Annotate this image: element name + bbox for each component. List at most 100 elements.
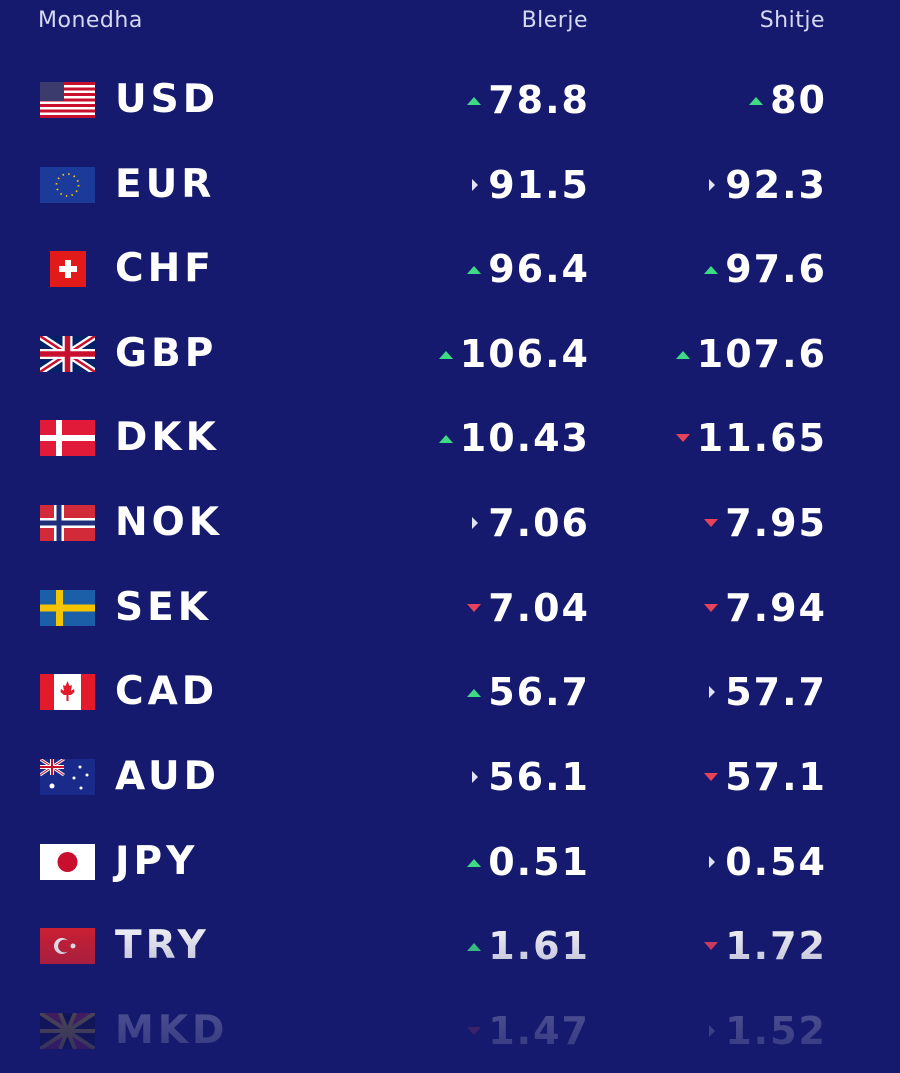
sell-rate: 57.7 bbox=[725, 670, 827, 714]
trend-arrow bbox=[472, 771, 479, 783]
row: CAD 56.7 57.7 bbox=[0, 650, 900, 734]
flag bbox=[40, 844, 95, 880]
trend-shape bbox=[467, 604, 482, 612]
buy-rate: 0.51 bbox=[488, 840, 590, 884]
trend-arrow bbox=[704, 519, 719, 527]
currency-code: JPY bbox=[115, 839, 199, 884]
trend-shape bbox=[675, 434, 690, 442]
buy-rate: 106.4 bbox=[459, 332, 590, 376]
currency-code: SEK bbox=[115, 585, 212, 630]
sell-rate: 7.94 bbox=[725, 586, 827, 630]
trend-shape bbox=[467, 689, 482, 697]
trend-shape bbox=[472, 771, 479, 783]
buy-cell: 56.1 bbox=[466, 735, 590, 819]
trend-shape bbox=[472, 179, 479, 191]
trend-arrow bbox=[709, 856, 716, 868]
trend-shape bbox=[704, 266, 719, 274]
sell-rate: 97.6 bbox=[725, 247, 827, 291]
flag bbox=[50, 251, 86, 287]
trend-arrow bbox=[467, 97, 482, 105]
sell-rate: 107.6 bbox=[696, 332, 827, 376]
currency-code: CHF bbox=[115, 246, 215, 291]
flag bbox=[40, 420, 95, 456]
trend-arrow bbox=[472, 517, 479, 529]
trend-shape bbox=[675, 351, 690, 359]
header-buy: Blerje bbox=[521, 8, 588, 33]
sell-cell: 57.1 bbox=[703, 735, 827, 819]
row: USD 78.8 80 bbox=[0, 58, 900, 142]
flag bbox=[40, 336, 95, 372]
trend-shape bbox=[467, 266, 482, 274]
trend-arrow bbox=[467, 604, 482, 612]
buy-rate: 7.06 bbox=[488, 501, 590, 545]
buy-rate: 78.8 bbox=[488, 78, 590, 122]
buy-cell: 7.04 bbox=[466, 566, 590, 650]
buy-rate: 96.4 bbox=[488, 247, 590, 291]
trend-arrow bbox=[704, 773, 719, 781]
trend-arrow bbox=[704, 604, 719, 612]
trend-arrow bbox=[675, 434, 690, 442]
trend-arrow bbox=[709, 179, 716, 191]
flag bbox=[40, 505, 95, 541]
header-sell: Shitje bbox=[759, 8, 825, 33]
currency-code: CAD bbox=[115, 669, 219, 714]
sell-rate: 57.1 bbox=[725, 755, 827, 799]
row: NOK 7.06 7.95 bbox=[0, 481, 900, 565]
currency-code: NOK bbox=[115, 500, 224, 545]
flag bbox=[40, 590, 95, 626]
flag bbox=[40, 674, 95, 710]
sell-rate: 0.54 bbox=[725, 840, 827, 884]
sell-rate: 80 bbox=[770, 78, 827, 122]
buy-rate: 56.7 bbox=[488, 670, 590, 714]
sell-cell: 92.3 bbox=[703, 143, 827, 227]
buy-rate: 7.04 bbox=[488, 586, 590, 630]
buy-rate: 10.43 bbox=[459, 416, 590, 460]
trend-shape bbox=[704, 604, 719, 612]
currency-code: EUR bbox=[115, 162, 216, 207]
trend-shape bbox=[749, 97, 764, 105]
buy-cell: 91.5 bbox=[466, 143, 590, 227]
sell-cell: 7.95 bbox=[703, 481, 827, 565]
currency-code: USD bbox=[115, 77, 220, 122]
trend-shape bbox=[709, 686, 716, 698]
currency-code: GBP bbox=[115, 331, 218, 376]
row: CHF 96.4 97.6 bbox=[0, 227, 900, 311]
trend-shape bbox=[704, 519, 719, 527]
bottom-fade bbox=[0, 913, 900, 1063]
currency-code: DKK bbox=[115, 415, 220, 460]
trend-shape bbox=[709, 179, 716, 191]
trend-arrow bbox=[467, 266, 482, 274]
sell-rate: 7.95 bbox=[725, 501, 827, 545]
sell-cell: 11.65 bbox=[675, 396, 827, 480]
buy-cell: 56.7 bbox=[466, 650, 590, 734]
buy-cell: 78.8 bbox=[466, 58, 590, 142]
trend-arrow bbox=[709, 686, 716, 698]
row: DKK 10.43 11.65 bbox=[0, 396, 900, 480]
flag bbox=[40, 759, 95, 795]
buy-rate: 91.5 bbox=[488, 163, 590, 207]
trend-arrow bbox=[704, 266, 719, 274]
buy-cell: 96.4 bbox=[466, 227, 590, 311]
sell-rate: 11.65 bbox=[696, 416, 827, 460]
trend-shape bbox=[704, 773, 719, 781]
trend-arrow bbox=[675, 351, 690, 359]
trend-shape bbox=[438, 351, 453, 359]
buy-cell: 0.51 bbox=[466, 820, 590, 904]
trend-arrow bbox=[749, 97, 764, 105]
sell-cell: 97.6 bbox=[703, 227, 827, 311]
buy-rate: 56.1 bbox=[488, 755, 590, 799]
trend-shape bbox=[467, 859, 482, 867]
trend-arrow bbox=[467, 859, 482, 867]
row: JPY 0.51 0.54 bbox=[0, 820, 900, 904]
flag bbox=[40, 82, 95, 118]
row: GBP 106.4 107.6 bbox=[0, 312, 900, 396]
trend-arrow bbox=[438, 435, 453, 443]
trend-arrow bbox=[472, 179, 479, 191]
sell-cell: 107.6 bbox=[675, 312, 827, 396]
sell-cell: 0.54 bbox=[703, 820, 827, 904]
sell-rate: 92.3 bbox=[725, 163, 827, 207]
buy-cell: 10.43 bbox=[438, 396, 590, 480]
buy-cell: 106.4 bbox=[438, 312, 590, 396]
trend-shape bbox=[438, 435, 453, 443]
